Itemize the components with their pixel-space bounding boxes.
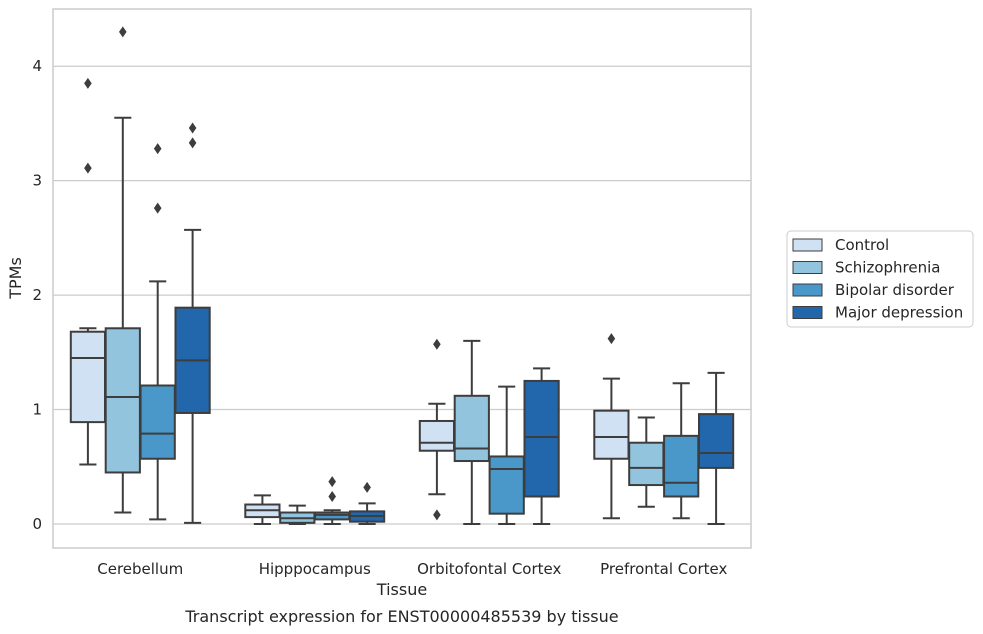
iqr-box [488, 455, 525, 515]
legend: Control Schizophrenia Bipolar disorder Majo… [786, 230, 974, 328]
box-control [69, 77, 107, 466]
outlier-point [188, 137, 197, 149]
box-major-depression [697, 371, 735, 525]
iqr-box [418, 419, 456, 452]
iqr-box [697, 413, 735, 469]
box-bipolar-disorder [663, 382, 700, 520]
box-major-depression [174, 122, 211, 524]
iqr-box [453, 394, 490, 463]
outlier-point [433, 338, 441, 350]
x-tick-label: Cerebellum [97, 560, 183, 578]
iqr-box [139, 384, 176, 460]
iqr-box [314, 511, 351, 521]
box-control [244, 494, 281, 525]
x-tick-label: Orbitofontal Cortex [417, 560, 561, 578]
legend-swatch [792, 238, 823, 252]
box-control [418, 338, 456, 521]
legend-label: Major depression [835, 304, 963, 322]
iqr-box [663, 434, 700, 498]
iqr-box [69, 330, 107, 424]
outlier-point [607, 333, 616, 345]
outlier-point [153, 202, 162, 214]
x-tick-label: Hipppocampus [259, 560, 371, 578]
box-major-depression [348, 481, 386, 525]
y-tick-label: 0 [32, 515, 42, 533]
outlier-point [433, 509, 441, 521]
iqr-box [593, 409, 630, 460]
box-schizophrenia [279, 504, 316, 525]
box-bipolar-disorder [488, 385, 525, 525]
x-axis-title: Tissue [376, 580, 427, 599]
outlier-point [119, 26, 127, 38]
outlier-point [328, 491, 336, 503]
iqr-box [523, 379, 560, 498]
y-tick-label: 1 [32, 401, 42, 419]
outlier-point [84, 77, 92, 89]
y-tick-label: 2 [32, 286, 42, 304]
box-bipolar-disorder [314, 476, 351, 525]
outlier-point [363, 481, 371, 493]
outlier-point [84, 162, 92, 174]
x-tick-label: Prefrontal Cortex [600, 560, 727, 578]
figure-caption: Transcript expression for ENST0000048553… [184, 607, 618, 626]
legend-frame [786, 230, 974, 328]
legend-swatch [792, 306, 823, 319]
outlier-point [153, 143, 162, 155]
legend-label: Control [835, 236, 889, 254]
legend-swatch [792, 283, 823, 297]
box-major-depression [523, 367, 560, 525]
x-tick-labels: Cerebellum Hipppocampus Orbitofontal Corte… [97, 560, 727, 578]
y-axis-title: TPMs [6, 257, 25, 300]
box-bipolar-disorder [139, 143, 176, 521]
y-tick-labels: 0 1 2 3 4 [32, 57, 42, 533]
legend-label: Bipolar disorder [835, 281, 955, 299]
box-series [69, 26, 735, 525]
plot-frame [52, 8, 752, 549]
box-schizophrenia [453, 339, 490, 525]
y-tick-label: 3 [32, 172, 42, 190]
outlier-point [328, 476, 336, 488]
box-schizophrenia [628, 416, 665, 508]
outlier-point [188, 122, 197, 134]
legend-swatch [792, 261, 823, 274]
iqr-box [628, 441, 665, 487]
box-control [593, 333, 630, 520]
y-tick-label: 4 [32, 57, 42, 75]
box-schizophrenia [104, 26, 141, 514]
iqr-box [104, 327, 141, 474]
legend-label: Schizophrenia [835, 259, 940, 277]
